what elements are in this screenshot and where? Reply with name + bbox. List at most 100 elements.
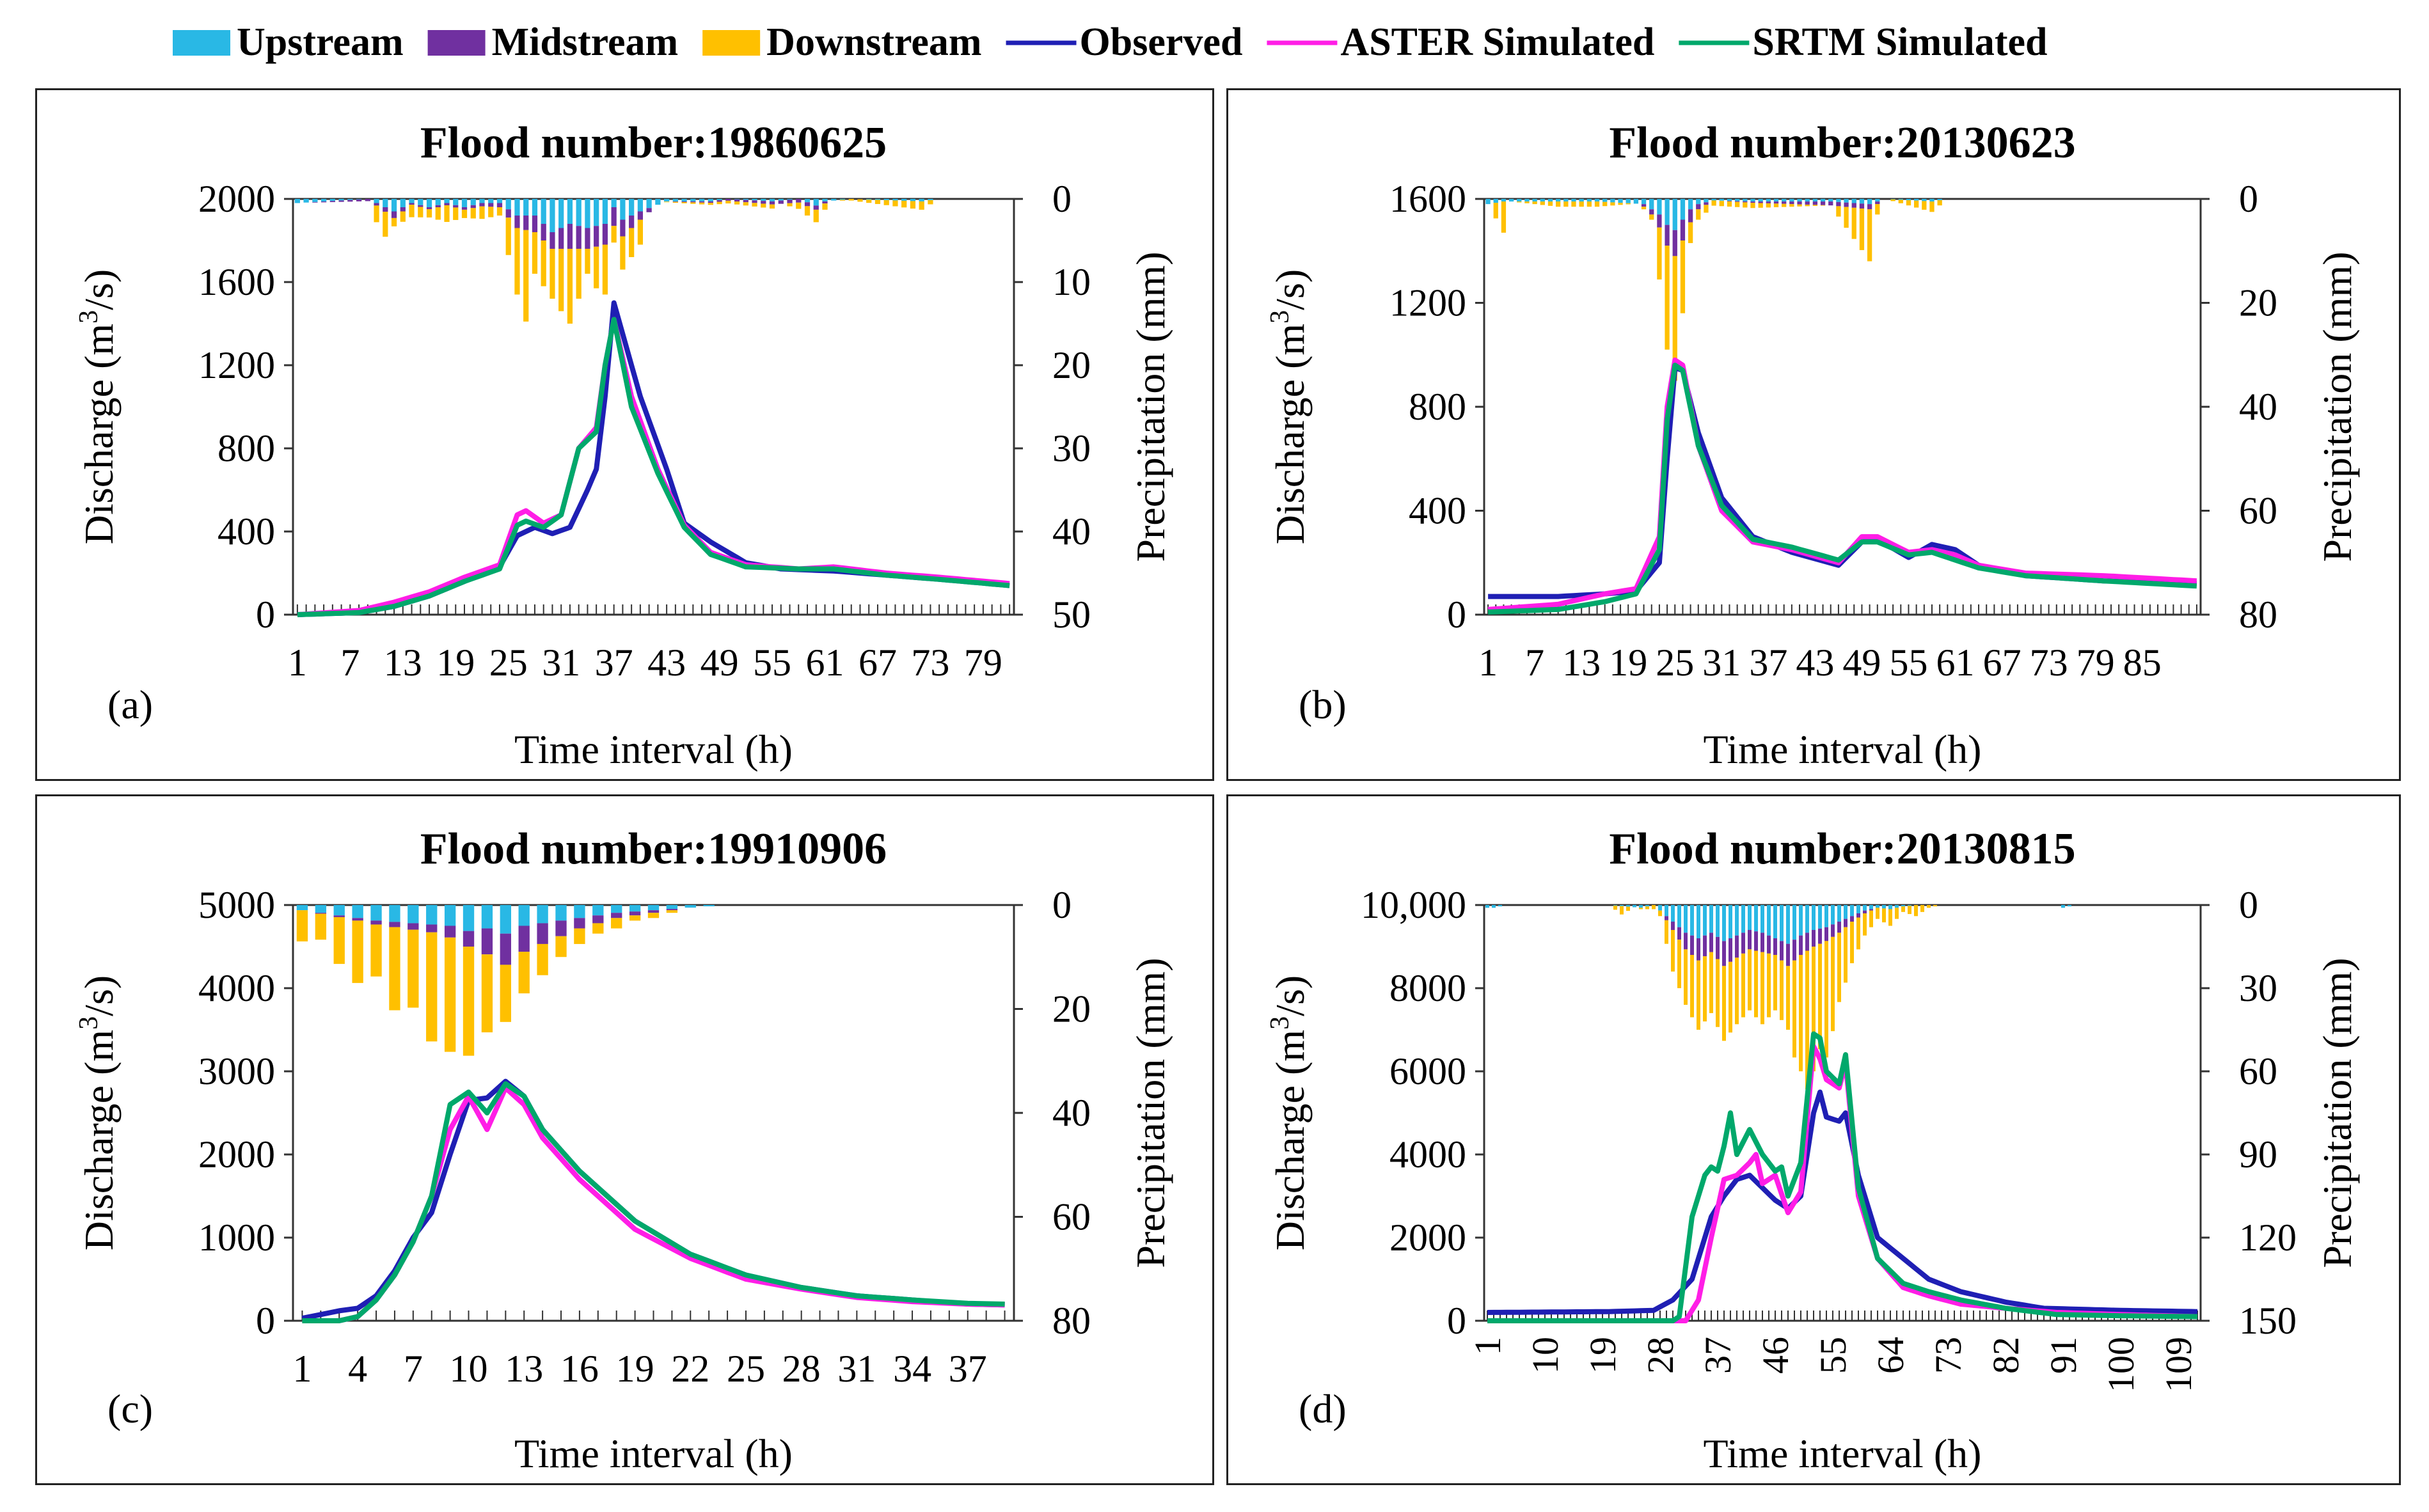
x-axis-label: Time interval (h) bbox=[1704, 1431, 1982, 1476]
precip-bar-downstream bbox=[435, 207, 441, 220]
precip-bar-downstream bbox=[1797, 204, 1802, 207]
precip-bar-downstream bbox=[1517, 201, 1522, 203]
precip-bar-midstream bbox=[769, 201, 775, 205]
precip-bar-midstream bbox=[1716, 936, 1720, 959]
precip-bar-upstream bbox=[1805, 905, 1809, 933]
precip-bar-downstream bbox=[1766, 203, 1771, 208]
precip-bar-downstream bbox=[1882, 908, 1886, 923]
precip-bar-upstream bbox=[874, 199, 881, 200]
plot-frame bbox=[292, 198, 1015, 616]
precip-bar-upstream bbox=[1766, 199, 1771, 202]
precip-bar-downstream bbox=[761, 203, 766, 208]
precip-bar-midstream bbox=[1805, 201, 1810, 205]
precip-bar-midstream bbox=[537, 923, 548, 944]
legend-label-midstream: Midstream bbox=[492, 20, 679, 64]
precip-bar-midstream bbox=[426, 924, 438, 933]
precip-bar-downstream bbox=[866, 199, 872, 203]
precip-bar-upstream bbox=[1613, 905, 1617, 906]
precip-bar-upstream bbox=[1818, 905, 1822, 929]
precip-bar-midstream bbox=[629, 911, 641, 916]
precip-bar-upstream bbox=[778, 199, 784, 201]
precip-bar-upstream bbox=[444, 905, 456, 926]
precip-bar-downstream bbox=[672, 201, 678, 203]
precip-bar-upstream bbox=[1639, 905, 1643, 908]
precip-bar-upstream bbox=[532, 199, 538, 216]
precip-bar-downstream bbox=[629, 228, 635, 257]
series-line-observed bbox=[1487, 1089, 2198, 1315]
precip-bar-midstream bbox=[1729, 938, 1732, 962]
precip-bar-midstream bbox=[1863, 910, 1867, 913]
precip-bar-downstream bbox=[787, 203, 793, 207]
precip-bar-midstream bbox=[681, 201, 687, 202]
precip-bar-downstream bbox=[1780, 960, 1784, 1020]
precip-bar-downstream bbox=[1851, 207, 1856, 239]
precip-bar-downstream bbox=[352, 920, 363, 983]
precip-bar-midstream bbox=[1799, 935, 1803, 955]
chart-panel-d: Flood number:20130815 0 2000 4000 6000 8000 10… bbox=[1226, 794, 2401, 1485]
precip-bar-upstream bbox=[435, 199, 441, 205]
precip-bar-upstream bbox=[1727, 199, 1732, 201]
precip-bar-upstream bbox=[1657, 199, 1662, 215]
precip-bar-upstream bbox=[1680, 199, 1686, 220]
precip-bar-upstream bbox=[1697, 905, 1700, 938]
precip-bar-upstream bbox=[1789, 199, 1794, 202]
precip-bar-midstream bbox=[1709, 933, 1713, 952]
y-tick-label: 0 bbox=[256, 1300, 275, 1342]
precip-bar-downstream bbox=[541, 240, 546, 287]
x-tick-label: 1 bbox=[292, 1348, 312, 1390]
precip-bar-upstream bbox=[296, 905, 308, 911]
precip-bar-midstream bbox=[796, 199, 802, 203]
y2-tick-label: 80 bbox=[2239, 594, 2277, 636]
precip-bar-midstream bbox=[541, 224, 546, 240]
precip-bar-upstream bbox=[1641, 199, 1647, 205]
precip-bar-downstream bbox=[1493, 203, 1498, 219]
precip-bar-upstream bbox=[481, 905, 493, 929]
precip-bar-midstream bbox=[690, 201, 696, 203]
precip-bar-midstream bbox=[567, 224, 573, 249]
precip-bar-downstream bbox=[1831, 936, 1835, 1032]
precip-bar-midstream bbox=[1812, 201, 1818, 205]
precip-bar-downstream bbox=[1927, 905, 1931, 908]
precip-bar-upstream bbox=[1867, 199, 1872, 205]
precip-bar-midstream bbox=[1704, 202, 1709, 205]
precip-bar-upstream bbox=[910, 199, 916, 201]
precip-bar-upstream bbox=[1719, 199, 1724, 201]
precip-bar-upstream bbox=[1799, 905, 1803, 936]
x-tick-label: 19 bbox=[1582, 1337, 1624, 1374]
precip-bar-upstream bbox=[769, 199, 775, 201]
precip-bar-upstream bbox=[1556, 199, 1561, 202]
precip-bar-upstream bbox=[1895, 905, 1899, 908]
precip-bar-midstream bbox=[555, 920, 567, 936]
precip-bar-downstream bbox=[1594, 201, 1600, 207]
precip-bar-downstream bbox=[848, 199, 854, 201]
x-tick-label: 55 bbox=[1812, 1337, 1854, 1374]
x-tick-label: 4 bbox=[348, 1348, 367, 1390]
precip-bar-downstream bbox=[1696, 209, 1701, 220]
precip-bar-midstream bbox=[370, 920, 382, 925]
precip-bar-upstream bbox=[1836, 199, 1841, 202]
precip-bar-midstream bbox=[1805, 933, 1809, 951]
precip-bar-upstream bbox=[1586, 199, 1592, 202]
precip-bar-upstream bbox=[1547, 199, 1553, 202]
y2-tick-label: 60 bbox=[2239, 1050, 2277, 1092]
y-tick-label: 400 bbox=[218, 510, 275, 553]
precip-bar-downstream bbox=[537, 943, 548, 975]
precip-bar-upstream bbox=[716, 199, 722, 200]
precip-bar-downstream bbox=[1812, 205, 1818, 206]
precip-bar-midstream bbox=[365, 199, 370, 201]
precip-bar-upstream bbox=[505, 199, 511, 210]
y-tick-label: 2000 bbox=[198, 1133, 275, 1176]
precip-bar-upstream bbox=[1914, 199, 1919, 201]
precip-bar-upstream bbox=[383, 199, 388, 207]
precip-bar-upstream bbox=[453, 199, 459, 205]
precip-bar-downstream bbox=[1922, 201, 1927, 210]
precip-bar-upstream bbox=[602, 199, 608, 224]
precip-bar-downstream bbox=[1895, 908, 1899, 919]
precip-bar-downstream bbox=[1641, 207, 1647, 210]
precip-bar-downstream bbox=[1758, 203, 1763, 208]
y2-tick-label: 90 bbox=[2239, 1133, 2277, 1176]
precip-bar-upstream bbox=[1851, 199, 1856, 203]
x-tick-label: 64 bbox=[1870, 1337, 1911, 1374]
precip-bar-downstream bbox=[1856, 917, 1860, 950]
precip-bar-upstream bbox=[620, 199, 626, 220]
